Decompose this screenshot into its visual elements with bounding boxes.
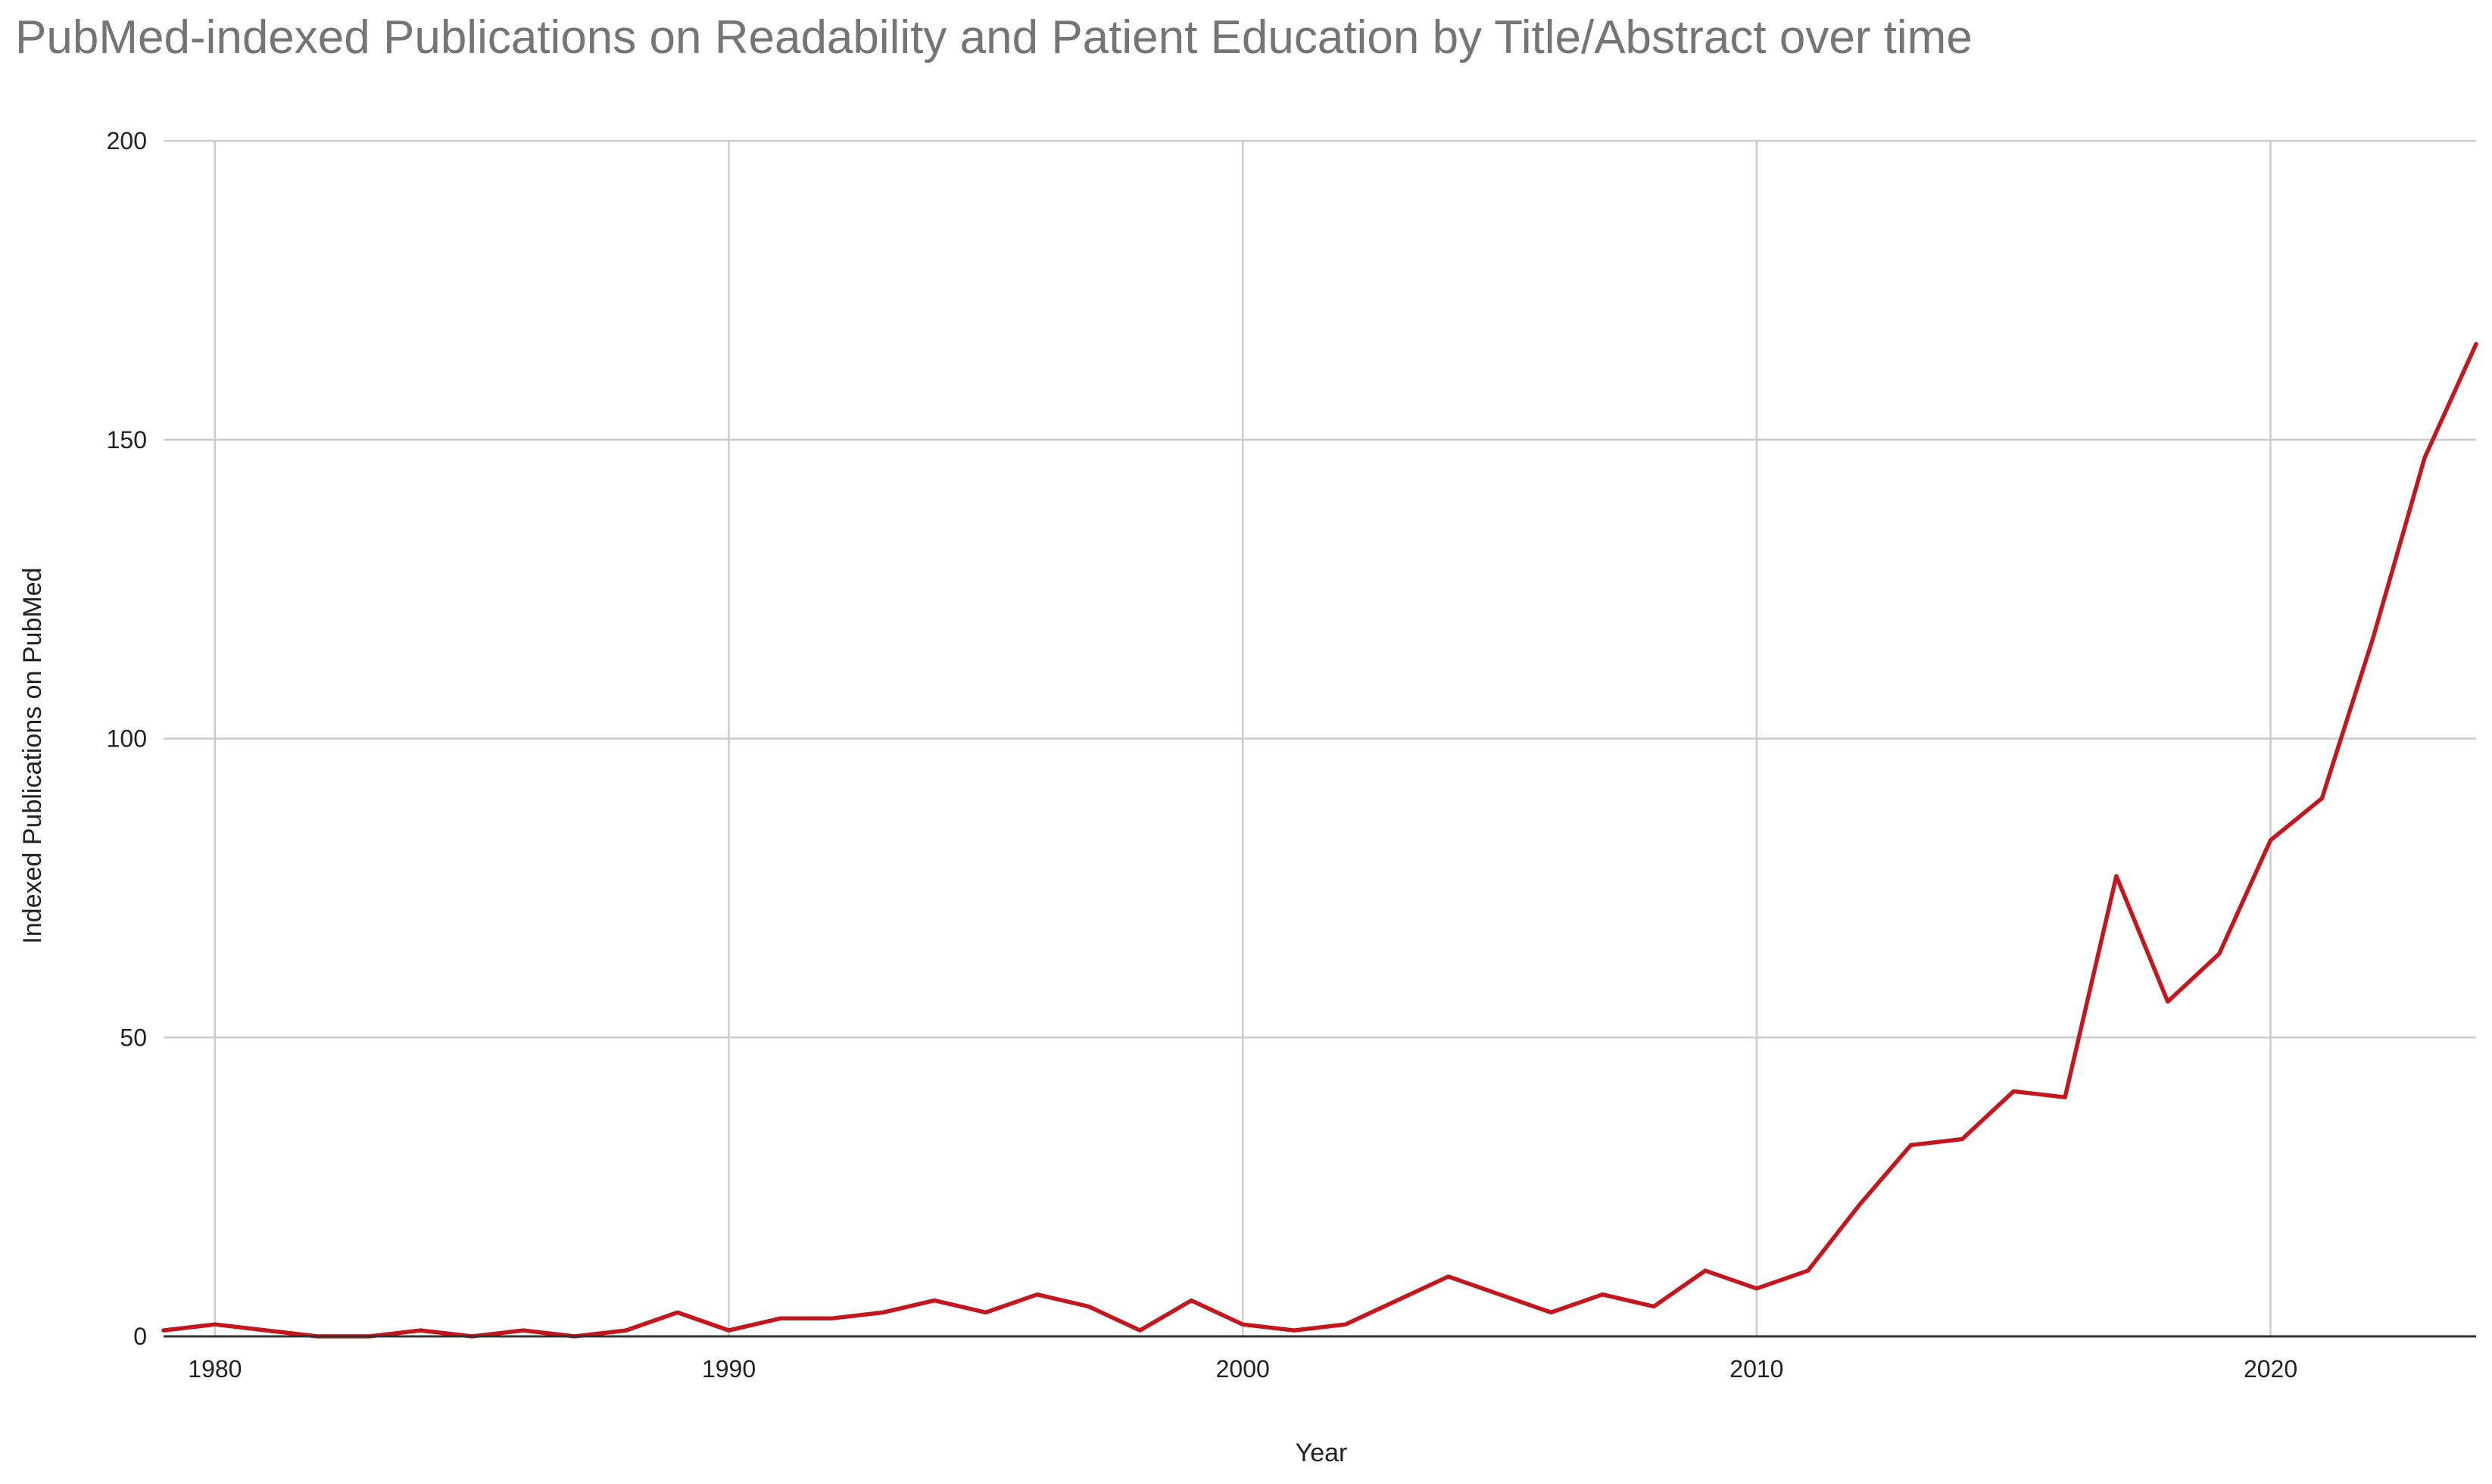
gridlines (164, 139, 2476, 1336)
x-tick-label-1980: 1980 (188, 1355, 242, 1383)
y-tick-label-0: 0 (133, 1323, 147, 1350)
x-tick-label-2010: 2010 (1729, 1355, 1783, 1383)
y-axis-label: Indexed Publications on PubMed (18, 567, 47, 943)
y-tick-label-200: 200 (107, 127, 147, 154)
y-axis-ticks: 0 50 100 150 200 (107, 127, 147, 1350)
series-line-0 (161, 341, 2478, 1339)
x-axis-label: Year (1296, 1439, 1348, 1467)
y-tick-label-150: 150 (107, 426, 147, 454)
x-tick-label-2000: 2000 (1216, 1355, 1270, 1383)
x-tick-label-1990: 1990 (702, 1355, 756, 1383)
y-tick-label-100: 100 (107, 725, 147, 753)
x-tick-label-2020: 2020 (2244, 1355, 2297, 1383)
y-tick-label-50: 50 (120, 1024, 147, 1051)
series-group (161, 341, 2478, 1339)
x-axis-ticks: 1980 1990 2000 2010 2020 (188, 1355, 2297, 1383)
chart-title: PubMed-indexed Publications on Readabili… (15, 11, 1973, 64)
